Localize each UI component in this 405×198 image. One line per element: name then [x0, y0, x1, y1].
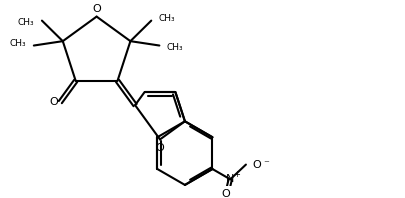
Text: O: O — [155, 143, 164, 153]
Text: CH₃: CH₃ — [18, 18, 34, 27]
Text: O: O — [92, 4, 101, 14]
Text: O: O — [252, 160, 260, 169]
Text: CH₃: CH₃ — [166, 43, 183, 52]
Text: CH₃: CH₃ — [10, 39, 26, 48]
Text: CH₃: CH₃ — [158, 14, 175, 23]
Text: ⁻: ⁻ — [263, 160, 269, 169]
Text: N: N — [226, 174, 234, 184]
Text: +: + — [233, 170, 240, 179]
Text: O: O — [49, 97, 58, 107]
Text: O: O — [220, 189, 229, 198]
